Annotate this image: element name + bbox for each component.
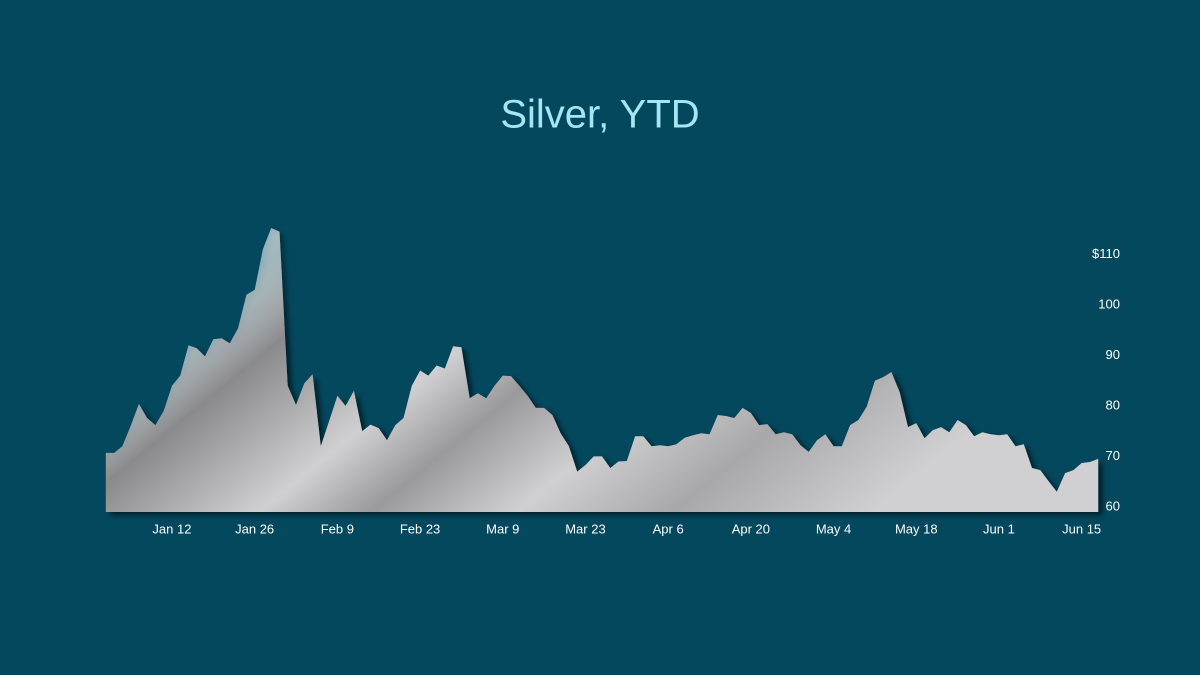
x-tick-label: May 18 [895,521,938,536]
y-tick-label: 100 [1098,296,1120,311]
x-tick-label: May 4 [816,521,851,536]
y-tick-label: 60 [1106,498,1120,513]
y-tick-label: 80 [1106,397,1120,412]
x-tick-label: Mar 9 [486,521,519,536]
y-tick-label: 90 [1106,347,1120,362]
y-tick-label: $110 [1092,246,1120,261]
x-tick-label: Feb 9 [321,521,354,536]
area [105,228,1099,512]
x-tick-label: Jan 26 [235,521,274,536]
x-tick-label: Mar 23 [565,521,605,536]
x-tick-label: Jun 15 [1062,521,1101,536]
x-tick-label: Apr 6 [653,521,684,536]
x-tick-label: Apr 20 [732,521,770,536]
x-tick-label: Jun 1 [983,521,1015,536]
x-tick-label: Feb 23 [400,521,440,536]
x-tick-label: Jan 12 [152,521,191,536]
y-tick-label: 70 [1106,448,1120,463]
chart-title: Silver, YTD [500,93,699,137]
